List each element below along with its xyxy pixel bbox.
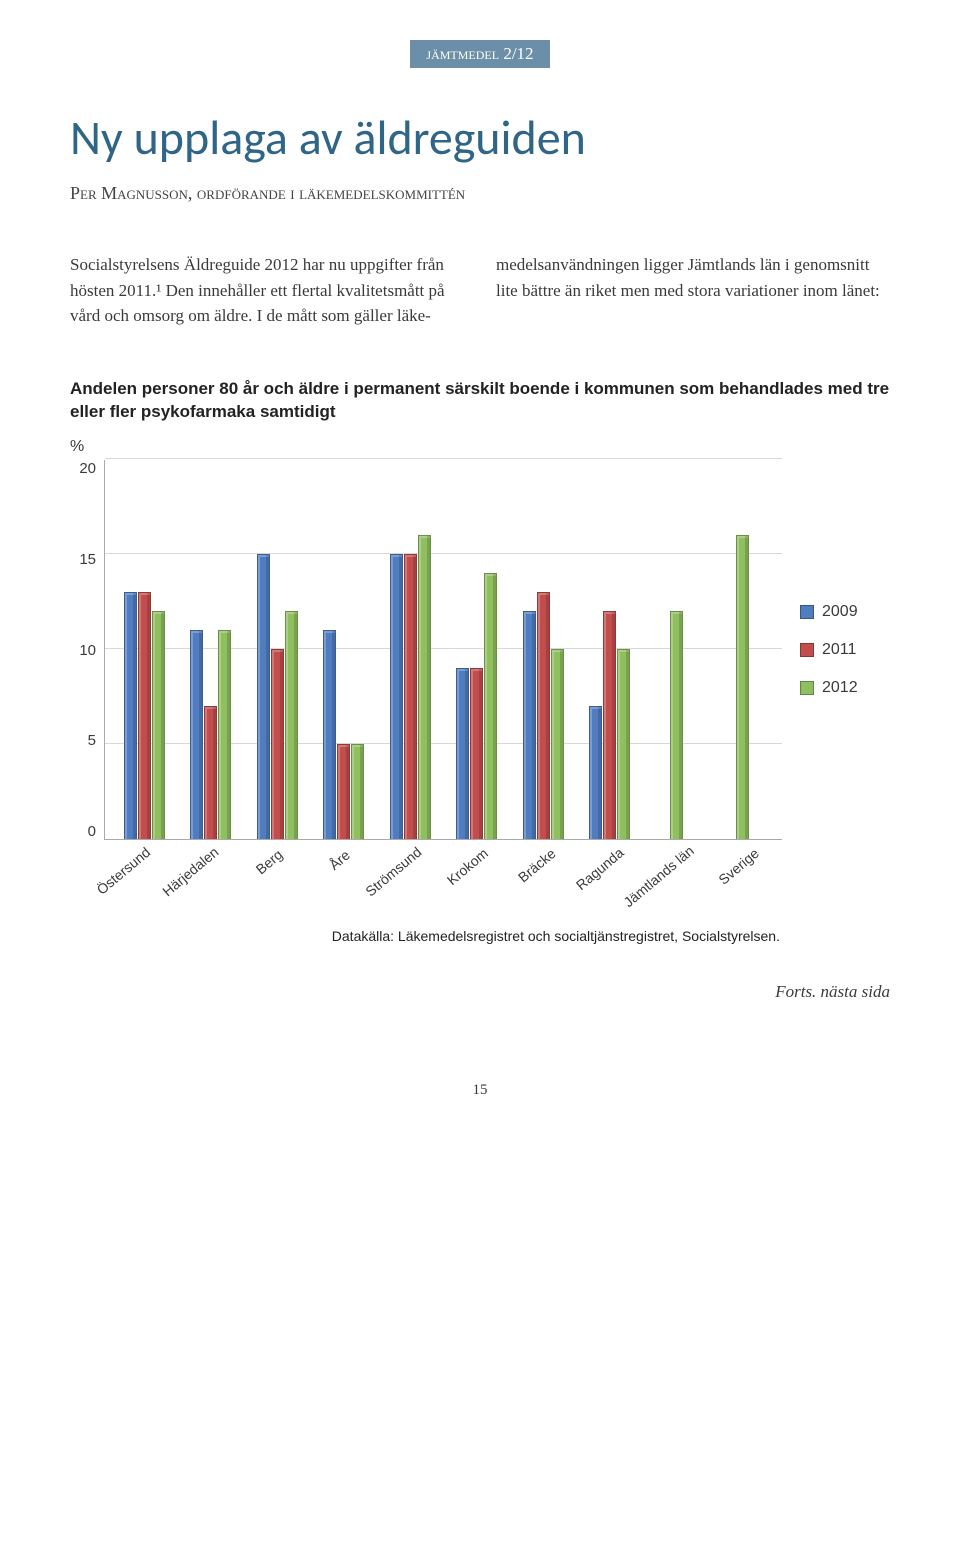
bar	[218, 630, 231, 839]
bar	[603, 611, 616, 839]
bar	[537, 592, 550, 839]
bar	[551, 649, 564, 839]
x-tick-label: Jämtlands län	[646, 848, 714, 922]
legend-swatch	[800, 605, 814, 619]
legend-label: 2012	[822, 679, 858, 697]
x-tick-label: Bräcke	[511, 848, 579, 922]
bar	[404, 554, 417, 839]
chart-wrap: 20 15 10 5 0 2009 2011 2012	[70, 460, 890, 840]
bar	[138, 592, 151, 839]
chart-title: Andelen personer 80 år och äldre i perma…	[70, 377, 890, 425]
legend-label: 2009	[822, 603, 858, 621]
bar-group	[643, 611, 710, 839]
bar	[337, 744, 350, 839]
bar	[617, 649, 630, 839]
bar-group	[510, 592, 577, 839]
bar	[456, 668, 469, 839]
legend-swatch	[800, 643, 814, 657]
bar-group	[710, 535, 777, 839]
bar-group	[178, 630, 245, 839]
bar	[204, 706, 217, 839]
bar	[285, 611, 298, 839]
legend-label: 2011	[822, 641, 856, 659]
body-left-column: Socialstyrelsens Äldreguide 2012 har nu …	[70, 252, 464, 329]
bar	[152, 611, 165, 839]
bar	[257, 554, 270, 839]
page-title: Ny upplaga av äldreguiden	[70, 108, 890, 167]
chart-container: Andelen personer 80 år och äldre i perma…	[70, 377, 890, 945]
chart-source: Datakälla: Läkemedelsregistret och socia…	[70, 928, 780, 944]
bar	[470, 668, 483, 839]
bar-group	[244, 554, 311, 839]
bar	[390, 554, 403, 839]
x-tick-label: Strömsund	[375, 848, 443, 922]
bar	[670, 611, 683, 839]
bar	[484, 573, 497, 839]
bar	[124, 592, 137, 839]
bar-group	[311, 630, 378, 839]
chart-plot-area	[104, 460, 782, 840]
body-right-column: medelsanvändningen ligger Jämtlands län …	[496, 252, 890, 329]
y-tick: 5	[88, 732, 96, 749]
bar	[351, 744, 364, 839]
bar	[589, 706, 602, 839]
bar-group	[111, 592, 178, 839]
y-tick: 0	[88, 823, 96, 840]
x-tick-label: Sverige	[714, 848, 782, 922]
legend-item: 2009	[800, 603, 890, 621]
legend-item: 2012	[800, 679, 890, 697]
bar-group	[444, 573, 511, 839]
bar	[190, 630, 203, 839]
bar	[323, 630, 336, 839]
bar-group	[377, 535, 444, 839]
x-axis: ÖstersundHärjedalenBergÅreStrömsundKroko…	[104, 848, 890, 922]
bar	[271, 649, 284, 839]
y-tick: 20	[79, 460, 96, 477]
y-tick: 10	[79, 642, 96, 659]
author-line: Per Magnusson, ordförande i läkemedelsko…	[70, 183, 890, 204]
continuation-note: Forts. nästa sida	[70, 982, 890, 1002]
bar	[523, 611, 536, 839]
bar	[736, 535, 749, 839]
legend-item: 2011	[800, 641, 890, 659]
page-number: 15	[70, 1082, 890, 1099]
legend-swatch	[800, 681, 814, 695]
bar-group	[577, 611, 644, 839]
x-tick-label: Härjedalen	[172, 848, 240, 922]
chart-legend: 2009 2011 2012	[800, 460, 890, 840]
journal-header: jämtmedel 2/12	[410, 40, 550, 68]
x-tick-label: Berg	[240, 848, 308, 922]
y-axis-label: %	[70, 438, 890, 456]
body-columns: Socialstyrelsens Äldreguide 2012 har nu …	[70, 252, 890, 329]
y-tick: 15	[79, 551, 96, 568]
x-tick-label: Krokom	[443, 848, 511, 922]
y-axis: 20 15 10 5 0	[70, 460, 104, 840]
bar	[418, 535, 431, 839]
bar-groups	[111, 459, 776, 839]
